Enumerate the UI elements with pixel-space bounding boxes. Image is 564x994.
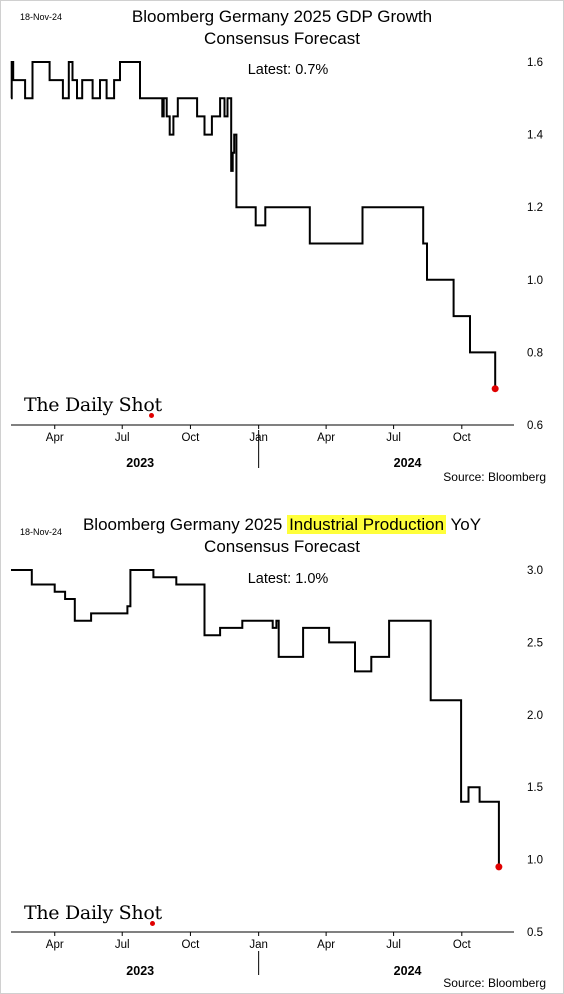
- y-tick-label: 2.0: [527, 710, 543, 722]
- title-highlight: Industrial Production: [287, 515, 447, 534]
- y-tick-label: 1.4: [527, 130, 544, 142]
- x-tick-label: Oct: [181, 939, 200, 951]
- title-line-1: Bloomberg Germany 2025 Industrial Produc…: [0, 514, 564, 536]
- y-tick-label: 3.0: [527, 565, 543, 577]
- y-tick-label: 1.6: [527, 57, 543, 69]
- x-tick-label: Apr: [46, 939, 64, 951]
- x-tick-label: Jul: [386, 432, 401, 444]
- date-stamp: 18-Nov-24: [20, 12, 63, 22]
- chart-title: Bloomberg Germany 2025 Industrial Produc…: [0, 514, 564, 558]
- y-tick-label: 1.0: [527, 855, 543, 867]
- x-tick-label: Oct: [453, 432, 472, 444]
- x-tick-label: Jan: [249, 939, 268, 951]
- series-line: [11, 569, 500, 867]
- daily-shot-logo: The Daily Shot: [24, 394, 162, 416]
- title-line-2: Consensus Forecast: [204, 537, 360, 556]
- x-tick-label: Jul: [386, 939, 401, 951]
- y-tick-label: 0.8: [527, 347, 543, 359]
- x-tick-label: Apr: [317, 939, 335, 951]
- y-tick-label: 2.5: [527, 637, 543, 649]
- industrial-production-plot: Apr Jul Oct Jan Apr Jul Oct 2023 2024 0.5 1.0 1.5 2.…: [11, 565, 543, 978]
- year-label: 2023: [126, 456, 154, 470]
- x-tick-label: Jul: [115, 939, 130, 951]
- latest-point-marker: [495, 863, 503, 871]
- y-tick-label: 0.5: [527, 927, 543, 939]
- y-tick-label: 1.2: [527, 202, 543, 214]
- gdp-chart-panel: 18-Nov-24 Bloomberg Germany 2025 GDP Gro…: [0, 6, 564, 484]
- series-line: [10, 61, 497, 389]
- logo-red-dot: [149, 413, 154, 418]
- x-tick-label: Apr: [317, 432, 335, 444]
- y-tick-label: 0.6: [527, 420, 543, 432]
- chart-title: Bloomberg Germany 2025 GDP Growth Consen…: [0, 6, 564, 50]
- title-line-2: Consensus Forecast: [204, 29, 360, 48]
- latest-annotation: Latest: 0.7%: [247, 62, 329, 78]
- latest-point-marker: [491, 385, 499, 393]
- x-tick-label: Oct: [453, 939, 472, 951]
- source-note: Source: Bloomberg: [443, 976, 546, 990]
- title-prefix: Bloomberg Germany 2025: [82, 515, 288, 534]
- y-tick-label: 1.0: [527, 275, 543, 287]
- x-tick-label: Jul: [115, 432, 130, 444]
- title-line-1: Bloomberg Germany 2025 GDP Growth: [131, 7, 433, 26]
- latest-annotation: Latest: 1.0%: [247, 571, 329, 587]
- industrial-production-chart-panel: 18-Nov-24 Bloomberg Germany 2025 Industr…: [0, 508, 564, 994]
- logo-red-dot: [150, 921, 155, 926]
- year-label: 2024: [394, 456, 422, 470]
- year-label: 2024: [394, 964, 422, 978]
- x-tick-label: Apr: [46, 432, 64, 444]
- x-tick-label: Oct: [181, 432, 200, 444]
- title-suffix: YoY: [446, 515, 482, 534]
- date-stamp: 18-Nov-24: [20, 527, 63, 537]
- source-note: Source: Bloomberg: [443, 470, 546, 484]
- year-label: 2023: [126, 964, 154, 978]
- daily-shot-logo: The Daily Shot: [24, 902, 162, 924]
- y-tick-label: 1.5: [527, 782, 543, 794]
